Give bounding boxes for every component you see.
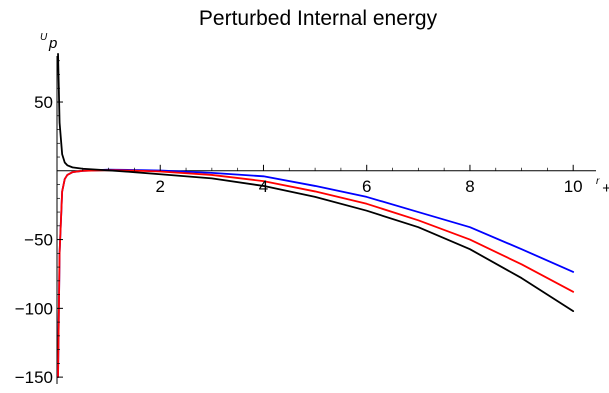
x-tick-label: 6 <box>362 177 371 196</box>
y-axis-label-main: p <box>48 35 57 52</box>
axes <box>56 56 596 384</box>
x-tick-label: 2 <box>156 177 165 196</box>
y-axis-label: U p <box>40 32 57 52</box>
x-tick-label: 10 <box>564 177 583 196</box>
x-axis-label-sub: + <box>602 180 609 197</box>
x-tick-label: 8 <box>465 177 474 196</box>
series-layer <box>57 52 575 379</box>
chart-title: Perturbed Internal energy <box>199 7 438 30</box>
y-tick-label: 50 <box>34 93 53 112</box>
x-axis-label: r + <box>596 176 609 197</box>
series-line-1 <box>57 168 575 379</box>
series-line-2 <box>57 169 575 379</box>
y-axis-label-sub: U <box>40 32 48 43</box>
x-tick-label: 4 <box>259 177 268 196</box>
series-line-3 <box>57 52 575 312</box>
y-tick-label: −50 <box>24 231 53 250</box>
x-axis-label-main: r <box>596 176 600 187</box>
ticks-layer: 2 4 6 8 10 50 −50 −100 −150 <box>15 60 583 387</box>
y-tick-label: −100 <box>15 299 53 318</box>
y-tick-label: −150 <box>15 368 53 387</box>
